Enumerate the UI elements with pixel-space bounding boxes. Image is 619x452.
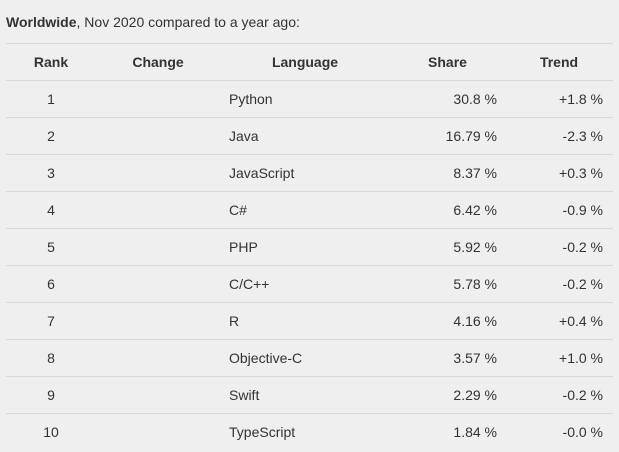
- language-cell: Swift: [220, 376, 390, 414]
- language-cell: C#: [220, 191, 390, 229]
- language-cell: Java: [220, 117, 390, 155]
- share-cell: 6.42 %: [390, 191, 505, 229]
- rank-cell: 2: [6, 117, 96, 155]
- trend-cell: +0.4 %: [505, 302, 613, 340]
- change-cell: [96, 376, 220, 414]
- change-cell: [96, 154, 220, 192]
- trend-cell: +1.8 %: [505, 80, 613, 118]
- table-row: 10 TypeScript 1.84 % -0.0 %: [6, 413, 613, 450]
- share-cell: 5.78 %: [390, 265, 505, 303]
- trend-cell: -2.3 %: [505, 117, 613, 155]
- trend-cell: -0.2 %: [505, 265, 613, 303]
- language-cell: C/C++: [220, 265, 390, 303]
- rank-cell: 10: [6, 413, 96, 450]
- share-cell: 16.79 %: [390, 117, 505, 155]
- table-row: 8 Objective-C 3.57 % +1.0 %: [6, 339, 613, 377]
- trend-cell: -0.2 %: [505, 228, 613, 266]
- change-cell: [96, 339, 220, 377]
- table-row: 9 Swift 2.29 % -0.2 %: [6, 376, 613, 414]
- rank-cell: 4: [6, 191, 96, 229]
- trend-cell: +0.3 %: [505, 154, 613, 192]
- language-cell: PHP: [220, 228, 390, 266]
- share-cell: 8.37 %: [390, 154, 505, 192]
- rank-cell: 8: [6, 339, 96, 377]
- language-cell: JavaScript: [220, 154, 390, 192]
- change-cell: [96, 413, 220, 450]
- table-row: 1 Python 30.8 % +1.8 %: [6, 80, 613, 118]
- column-header: Language: [220, 43, 390, 81]
- column-header: Trend: [505, 43, 613, 81]
- table-row: 6 C/C++ 5.78 % -0.2 %: [6, 265, 613, 303]
- header-row: Rank Change Language Share Trend: [6, 43, 613, 81]
- rank-cell: 9: [6, 376, 96, 414]
- table-row: 2 Java 16.79 % -2.3 %: [6, 117, 613, 155]
- trend-cell: -0.9 %: [505, 191, 613, 229]
- column-header: Change: [96, 43, 220, 81]
- table-row: 4 C# 6.42 % -0.9 %: [6, 191, 613, 229]
- rank-cell: 5: [6, 228, 96, 266]
- change-cell: [96, 302, 220, 340]
- caption: Worldwide, Nov 2020 compared to a year a…: [6, 14, 300, 30]
- share-cell: 30.8 %: [390, 80, 505, 118]
- change-cell: [96, 117, 220, 155]
- language-cell: R: [220, 302, 390, 340]
- change-cell: [96, 191, 220, 229]
- caption-text: , Nov 2020 compared to a year ago:: [76, 14, 300, 30]
- language-cell: TypeScript: [220, 413, 390, 450]
- table-row: 5 PHP 5.92 % -0.2 %: [6, 228, 613, 266]
- table-row: 7 R 4.16 % +0.4 %: [6, 302, 613, 340]
- trend-cell: -0.0 %: [505, 413, 613, 450]
- rank-cell: 6: [6, 265, 96, 303]
- ranking-table: Rank Change Language Share Trend 1 Python 30.8…: [6, 43, 613, 450]
- share-cell: 3.57 %: [390, 339, 505, 377]
- column-header: Share: [390, 43, 505, 81]
- share-cell: 2.29 %: [390, 376, 505, 414]
- change-cell: [96, 265, 220, 303]
- caption-bold: Worldwide: [6, 14, 77, 30]
- trend-cell: +1.0 %: [505, 339, 613, 377]
- share-cell: 4.16 %: [390, 302, 505, 340]
- change-cell: [96, 80, 220, 118]
- trend-cell: -0.2 %: [505, 376, 613, 414]
- rank-cell: 7: [6, 302, 96, 340]
- rank-cell: 3: [6, 154, 96, 192]
- language-cell: Python: [220, 80, 390, 118]
- language-cell: Objective-C: [220, 339, 390, 377]
- rank-cell: 1: [6, 80, 96, 118]
- table-row: 3 JavaScript 8.37 % +0.3 %: [6, 154, 613, 192]
- share-cell: 5.92 %: [390, 228, 505, 266]
- share-cell: 1.84 %: [390, 413, 505, 450]
- table-body: 1 Python 30.8 % +1.8 % 2 Java 16.79 % -2.3 % 3 Ja…: [6, 80, 613, 450]
- column-header: Rank: [6, 43, 96, 81]
- change-cell: [96, 228, 220, 266]
